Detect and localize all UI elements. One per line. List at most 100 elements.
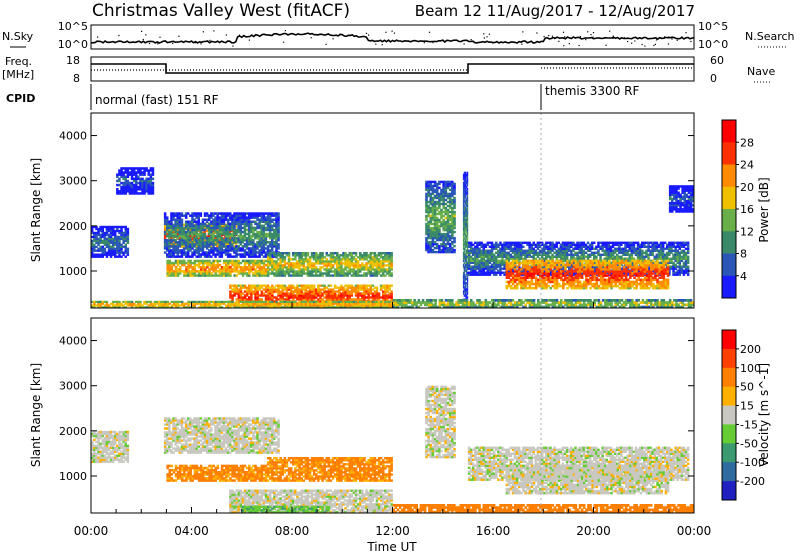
power-cell-4-45-5 [323, 296, 326, 299]
power-cell-10-0-4 [467, 265, 471, 268]
power-cell-6-13-8 [118, 239, 121, 243]
power-cell-9-3-24 [465, 251, 467, 254]
power-cell-1-50-9 [268, 236, 272, 240]
power-cell-10-7-2 [482, 269, 485, 272]
power-cell-4-77-3 [390, 300, 393, 303]
power-cell-1-32-4 [231, 247, 234, 250]
power-cell-5-95-3 [289, 300, 293, 303]
power-cell-2-16-3 [199, 268, 203, 271]
power-cell-3-42-0 [354, 274, 358, 277]
power-cell-2-1-0 [168, 274, 171, 277]
power-cell-6-10-15 [111, 225, 115, 229]
power-cell-9-5-49 [467, 200, 469, 203]
power-cell-9-4-45 [466, 208, 468, 211]
power-cell-1-0-19 [163, 216, 167, 219]
power-cell-5-73-0 [243, 306, 247, 308]
power-cell-4-9-10 [248, 286, 251, 289]
power-cell-6-11-10 [114, 235, 117, 239]
power-cell-5-38-0 [170, 306, 174, 308]
power-cell-1-4-15 [172, 224, 175, 228]
power-cell-5-139-3 [382, 300, 385, 303]
power-cell-2-34-4 [237, 266, 241, 269]
power-cell-3-47-10 [365, 254, 368, 257]
power-cell-5-16-3 [124, 300, 127, 303]
power-cell-9-5-22 [467, 255, 469, 258]
power-cell-0-24-2 [213, 241, 217, 244]
power-cell-1-49-17 [266, 220, 270, 223]
power-cell-2-33-6 [235, 261, 238, 265]
power-cell-1-22-20 [210, 214, 213, 217]
power-cell-2-30-3 [229, 268, 232, 271]
power-cell-1-50-13 [268, 228, 272, 232]
power-cell-9-4-40 [466, 218, 468, 222]
power-cell-6-10-13 [111, 229, 115, 233]
power-cell-1-40-17 [247, 220, 251, 223]
power-cell-9-4-29 [466, 241, 468, 244]
power-cell-10-4-6 [476, 261, 479, 264]
power-cell-1-37-12 [241, 230, 245, 234]
power-cell-1-26-1 [218, 253, 221, 256]
power-cell-1-50-16 [268, 222, 272, 226]
power-cell-6-0-13 [91, 229, 94, 233]
power-cell-8-3-35 [431, 180, 435, 184]
power-cell-1-0-5 [163, 245, 167, 248]
power-cell-1-7-20 [178, 214, 182, 217]
power-cell-5-98-2 [296, 302, 299, 305]
power-cell-1-22-6 [210, 243, 213, 246]
power-cell-5-120-0 [342, 306, 345, 308]
power-cell-5-98-1 [296, 304, 299, 307]
power-cell-0-6-6 [176, 233, 179, 236]
power-cell-3-55-2 [382, 270, 385, 273]
power-cell-3-28-2 [325, 270, 328, 273]
power-cell-3-19-6 [306, 262, 310, 265]
power-cell-5-58-2 [212, 302, 215, 305]
power-cell-2-30-7 [229, 259, 232, 263]
power-cell-3-23-9 [315, 256, 318, 259]
nsearch-dot-104 [664, 36, 666, 38]
power-cell-1-9-7 [182, 241, 186, 244]
power-cell-2-11-4 [189, 266, 192, 269]
power-cell-4-59-8 [352, 290, 356, 293]
power-cell-1-4-18 [172, 218, 175, 221]
power-cell-8-3-0 [431, 250, 435, 254]
power-cell-9-2-27 [464, 245, 466, 248]
power-cell-1-25-20 [216, 214, 219, 217]
power-cell-2-12-0 [191, 274, 194, 277]
power-cell-1-7-16 [178, 222, 182, 226]
power-cell-3-42-7 [354, 260, 358, 263]
power-cell-6-11-1 [114, 253, 117, 256]
power-cell-1-47-10 [262, 234, 266, 238]
power-cell-4-36-11 [304, 284, 308, 287]
power-cell-5-107-0 [315, 306, 318, 308]
power-cell-2-10-0 [187, 274, 190, 277]
power-cell-1-39-19 [245, 216, 249, 219]
power-cell-1-26-21 [218, 212, 221, 215]
power-cell-4-21-9 [273, 288, 276, 291]
power-cell-2-3-6 [172, 261, 176, 265]
power-cell-4-47-1 [327, 304, 331, 307]
power-cell-3-59-6 [390, 262, 393, 265]
power-cell-5-46-3 [187, 300, 190, 303]
power-cell-4-28-7 [287, 292, 291, 295]
power-cell-2-30-4 [229, 266, 232, 269]
power-cell-8-13-0 [453, 250, 456, 254]
power-cell-1-40-3 [247, 249, 251, 252]
power-cell-4-12-5 [254, 296, 257, 299]
power-cell-10-7-14 [482, 245, 485, 248]
power-cell-5-101-3 [302, 300, 305, 303]
power-cell-1-40-20 [247, 214, 251, 217]
power-cell-4-7-10 [243, 286, 247, 289]
power-cell-6-8-10 [107, 235, 111, 239]
power-cell-1-27-12 [220, 230, 224, 234]
power-cell-3-13-9 [294, 256, 297, 259]
power-cell-2-39-5 [248, 263, 251, 267]
power-cell-9-1-44 [463, 210, 465, 213]
power-cell-3-29-6 [327, 262, 331, 265]
power-cell-1-17-21 [199, 212, 203, 215]
power-cell-4-20-8 [271, 290, 274, 293]
power-cell-8-10-32 [446, 186, 450, 190]
power-cell-1-49-19 [266, 216, 270, 219]
power-cell-7-11-9 [139, 173, 142, 176]
power-cell-1-23-3 [212, 249, 215, 252]
power-cell-1-15-17 [195, 220, 198, 223]
